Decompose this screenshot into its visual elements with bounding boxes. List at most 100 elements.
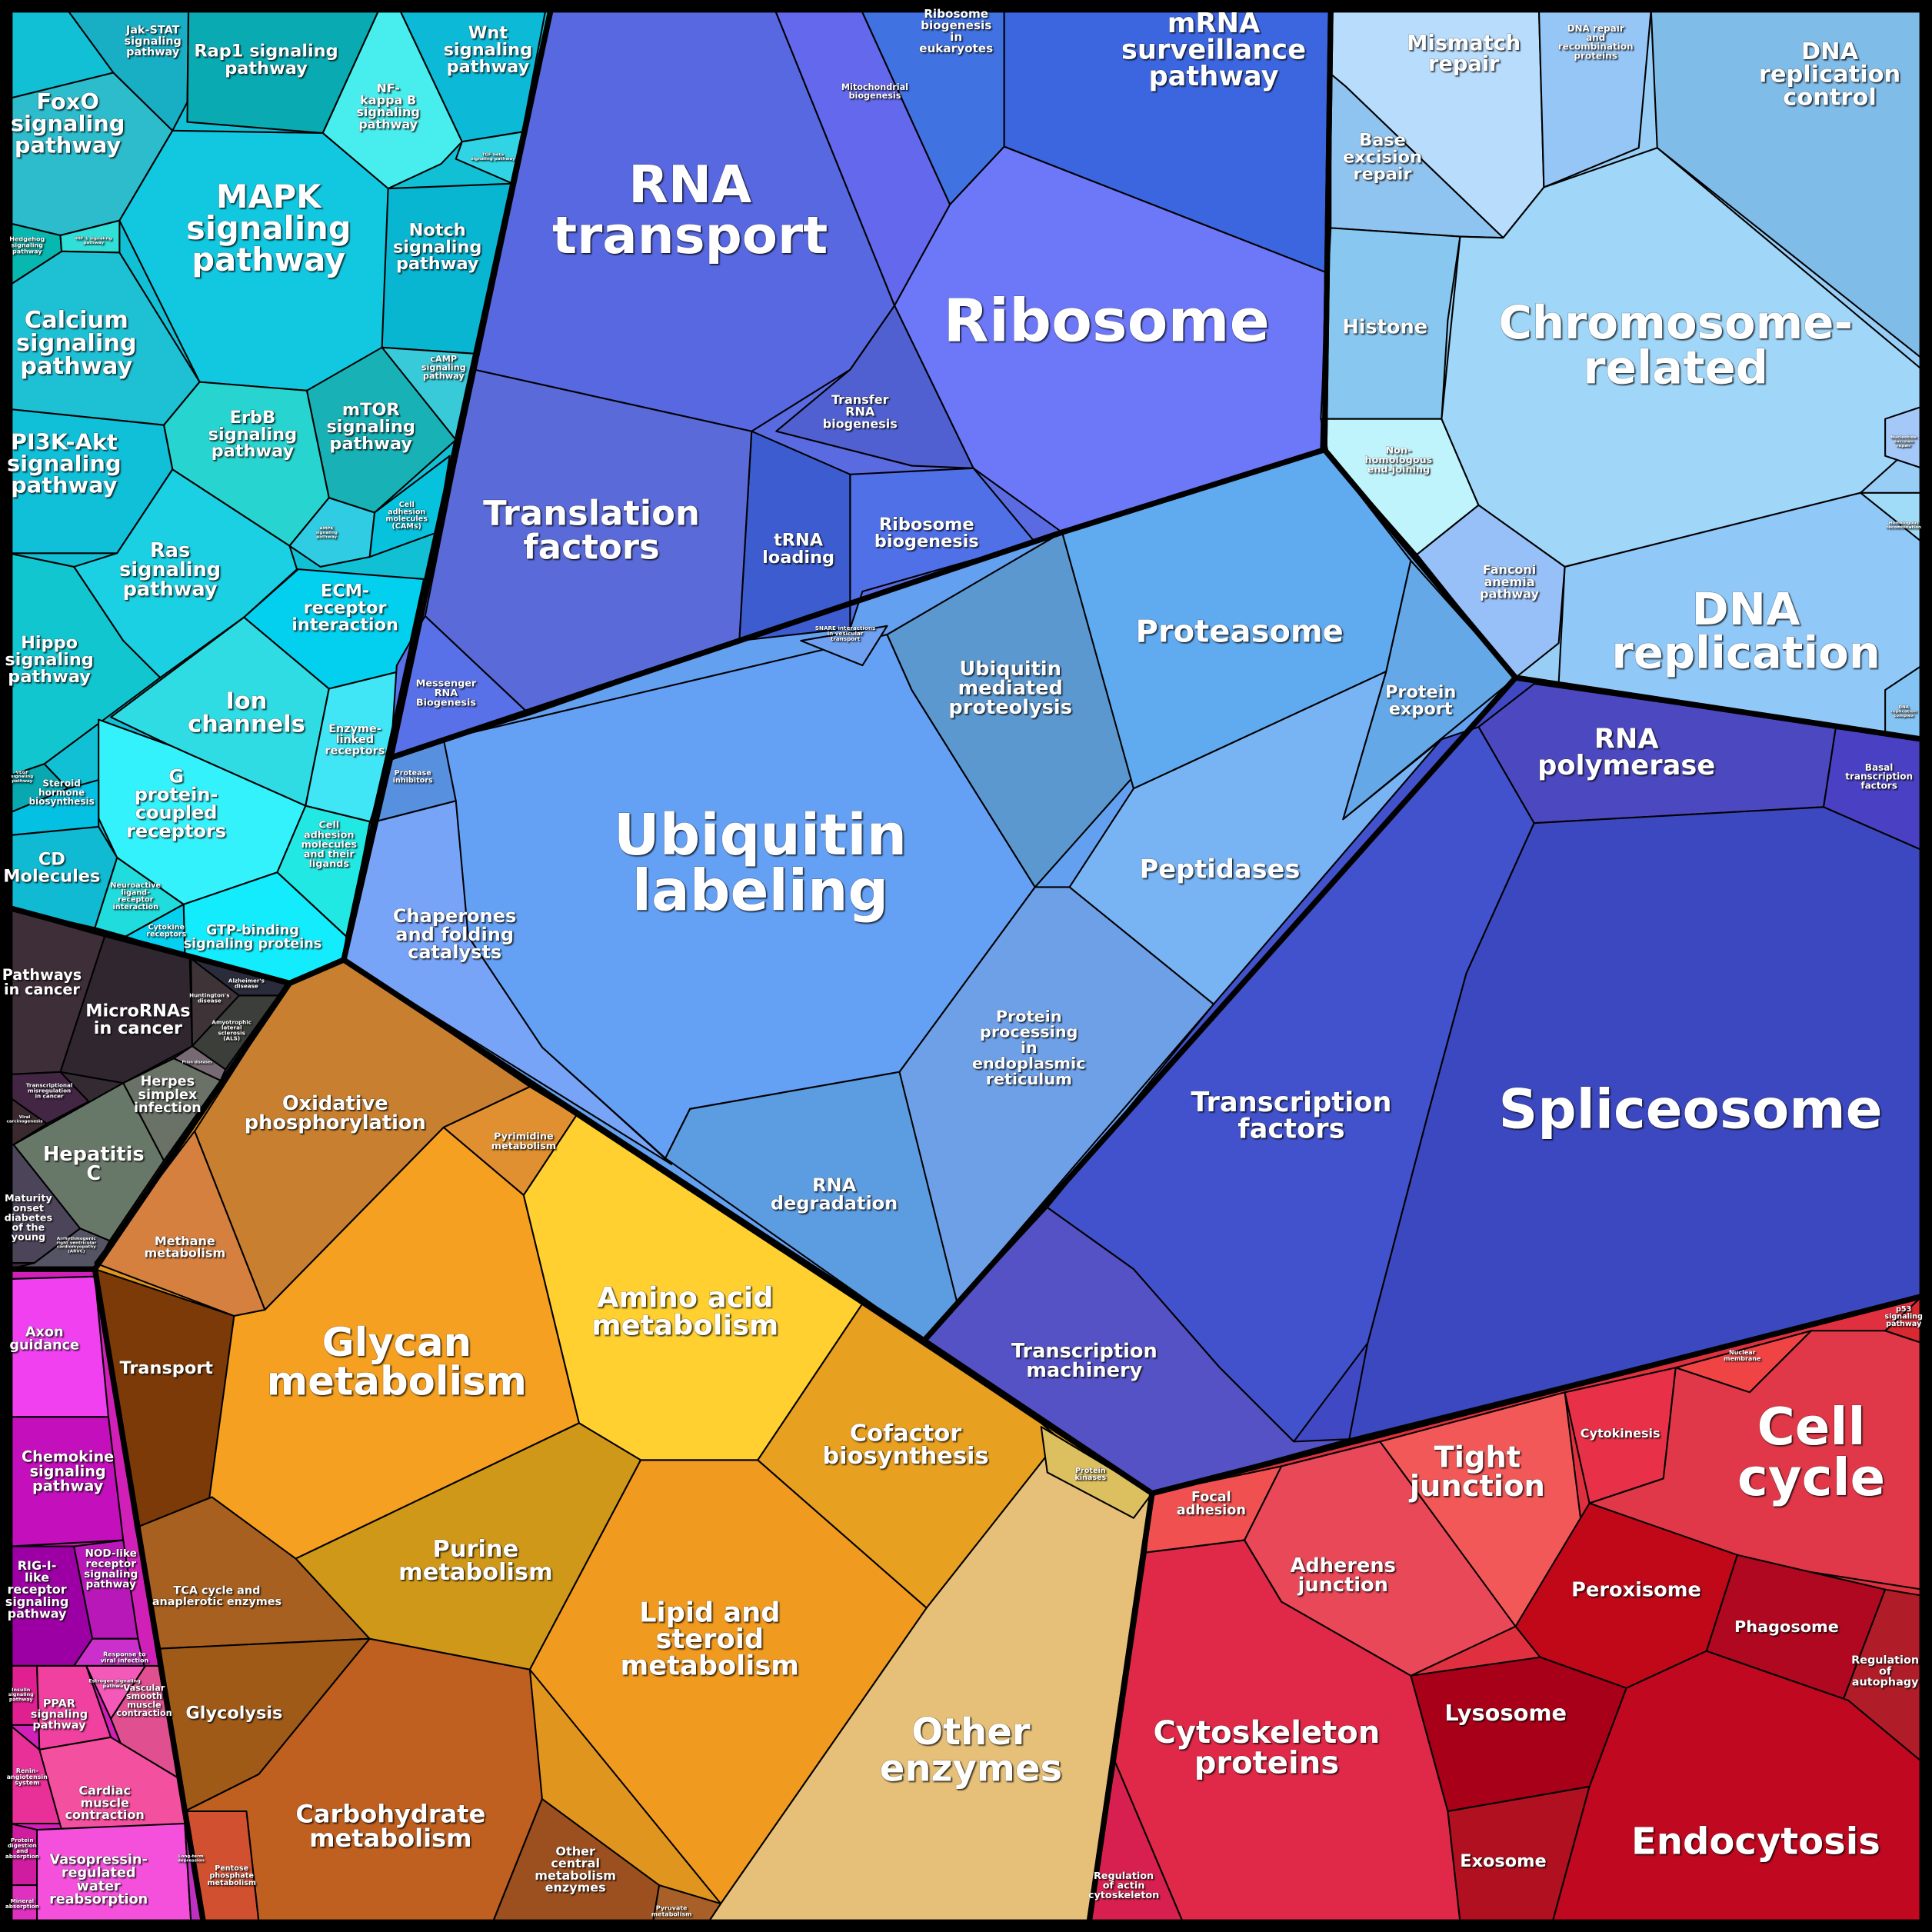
region-trnabio[interactable] (775, 305, 974, 469)
label-protproc: Protein processing in endoplasmic reticulum (972, 1007, 1086, 1088)
label-rnatransport: RNA transport (552, 155, 828, 265)
label-ion: Ion channels (188, 688, 305, 738)
label-nod: NOD-like receptor signaling pathway (84, 1547, 138, 1591)
label-mineral: Mineral absorption (5, 1897, 39, 1910)
label-insulin: Insulin signaling pathway (8, 1687, 34, 1702)
label-exosome: Exosome (1460, 1851, 1546, 1871)
label-rap1: Rap1 signaling pathway (194, 42, 338, 78)
label-homrec: Homologous recombination (1886, 521, 1921, 530)
label-carbo: Carbohydrate metabolism (295, 1800, 485, 1853)
label-ras: Ras signaling pathway (119, 539, 221, 601)
label-endocytosis: Endocytosis (1631, 1820, 1880, 1863)
label-trnabio: Transfer RNA biogenesis (823, 392, 898, 431)
label-vasopressin: Vasopressin-regulated water reabsorption (49, 1852, 148, 1907)
label-nucexc: Nucleotide excision repair (1890, 435, 1917, 448)
label-peptidases: Peptidases (1140, 854, 1301, 884)
label-camlig: Cell adhesion molecules and their ligands (301, 820, 357, 870)
label-ubqlab: Ubiquitin labeling (614, 803, 907, 924)
label-peroxisome: Peroxisome (1571, 1579, 1701, 1602)
label-messenger: Messenger RNA Biogenesis (416, 678, 477, 708)
label-vascular: Vascular smooth muscle contraction (116, 1683, 172, 1718)
label-alz: Alzheimer's disease (228, 977, 265, 989)
label-mismatch: Mismatch repair (1407, 32, 1521, 76)
label-purine: Purine metabolism (398, 1536, 553, 1586)
region-snare[interactable] (800, 625, 888, 667)
label-tca: TCA cycle and anaplerotic enzymes (152, 1585, 281, 1608)
label-protdig: Protein digestion and absorption (5, 1837, 39, 1860)
label-tmach: Transcription machinery (1011, 1340, 1158, 1382)
label-regauto: Regulation of autophagy (1851, 1654, 1919, 1688)
label-ecm: ECM-receptor interaction (291, 581, 398, 635)
label-regactin: Regulation of actin cytoskeleton (1088, 1870, 1159, 1901)
label-axon: Axon guidance (9, 1324, 79, 1353)
label-trnaload: tRNA loading (762, 531, 834, 568)
label-foxo: FoxO signaling pathway (11, 88, 125, 158)
region-ampk[interactable] (288, 497, 376, 568)
label-ribosome: Ribosome (944, 287, 1270, 355)
region-protproc[interactable] (898, 886, 1215, 1342)
label-chromosome: Chromosome-related (1498, 296, 1853, 394)
label-cellcycle: Cell cycle (1737, 1397, 1885, 1507)
label-fanconi: Fanconi anemia pathway (1480, 562, 1539, 601)
label-nuclear: Nuclear membrane (1724, 1349, 1761, 1362)
group-borders (7, 7, 1925, 1925)
label-phagosome: Phagosome (1734, 1617, 1839, 1636)
label-pentose: Pentose phosphate metabolism (207, 1864, 255, 1887)
group-border-cellular (1086, 1293, 1925, 1925)
label-basal: Basal transcription factors (1845, 762, 1913, 791)
label-camp: cAMP signaling pathway (421, 354, 466, 381)
label-dnarep: DNA replication (1611, 583, 1880, 678)
pathway-regions (8, 8, 1924, 1924)
label-rnadeg: RNA degradation (771, 1174, 898, 1214)
label-tgfb: TGF-beta signaling pathway (471, 153, 515, 162)
label-tight: Tight junction (1408, 1440, 1545, 1504)
label-pi3k: PI3K-Akt signaling pathway (7, 428, 122, 498)
label-protexport: Protein export (1385, 682, 1456, 719)
label-cytoskel: Cytoskeleton proteins (1154, 1715, 1381, 1780)
label-als: Amyotrophic lateral sclerosis (ALS) (212, 1018, 251, 1041)
label-dnarepair: DNA repair and recombination proteins (1558, 23, 1634, 61)
label-hepc: Hepatitis C (43, 1143, 145, 1185)
label-cams: Cell adhesion molecules (CAMs) (385, 501, 428, 531)
label-renin: Renin-angiotensin system (7, 1767, 48, 1787)
label-chemokine: Chemokine signaling pathway (22, 1448, 114, 1495)
label-dnarepctl: DNA replication control (1759, 38, 1900, 112)
label-estrogen: Estrogen signaling pathway (88, 1677, 141, 1688)
label-transfac: Translation factors (483, 493, 700, 568)
label-cytokinesis: Cytokinesis (1581, 1426, 1661, 1441)
label-pyruvate: Pyruvate metabolism (651, 1905, 692, 1918)
label-ubqmed: Ubiquitin mediated proteolysis (948, 658, 1072, 719)
group-border-translation (388, 7, 1334, 761)
label-lipid: Lipid and steroid metabolism (621, 1597, 799, 1681)
label-ribeuk: Ribosome biogenesis in eukaryotes (919, 7, 993, 55)
label-cd: CD Molecules (3, 850, 100, 887)
label-tfs: Transcription factors (1191, 1087, 1391, 1145)
label-ampk: AMPK signaling pathway (315, 527, 338, 540)
region-ubqmed[interactable] (886, 531, 1134, 888)
label-mito: Mitochondrial biogenesis (841, 82, 908, 101)
label-wnt: Wnt signaling pathway (444, 23, 532, 77)
label-glycan: Glycan metabolism (267, 1320, 527, 1404)
label-enzyme: Enzyme-linked receptors (325, 723, 385, 757)
region-histone[interactable] (1320, 227, 1461, 420)
label-lysosome: Lysosome (1444, 1700, 1567, 1726)
label-baseexc: Base excision repair (1343, 130, 1422, 184)
label-transport: Transport (120, 1358, 214, 1378)
label-ltd: Long-term depression (178, 1854, 205, 1863)
label-aminoacid: Amino acid metabolism (591, 1281, 778, 1341)
label-ribbio: Ribosome biogenesis (874, 515, 979, 551)
label-pathcancer: Pathways in cancer (2, 966, 82, 998)
label-hif1: HIF-1 signaling pathway (75, 237, 112, 245)
label-proteasome: Proteasome (1136, 614, 1344, 649)
label-nhej: Non-homologous end-joining (1364, 445, 1432, 476)
label-mrnasurv: mRNA surveillance pathway (1121, 8, 1306, 92)
label-transmis: Transcriptional misregulation in cancer (26, 1081, 73, 1099)
label-focal: Focal adhesion (1177, 1490, 1246, 1518)
label-p53: p53 signaling pathway (1884, 1305, 1923, 1328)
label-prion: Prion diseases (182, 1061, 212, 1065)
label-chaperones: Chaperones and folding catalysts (393, 905, 516, 963)
